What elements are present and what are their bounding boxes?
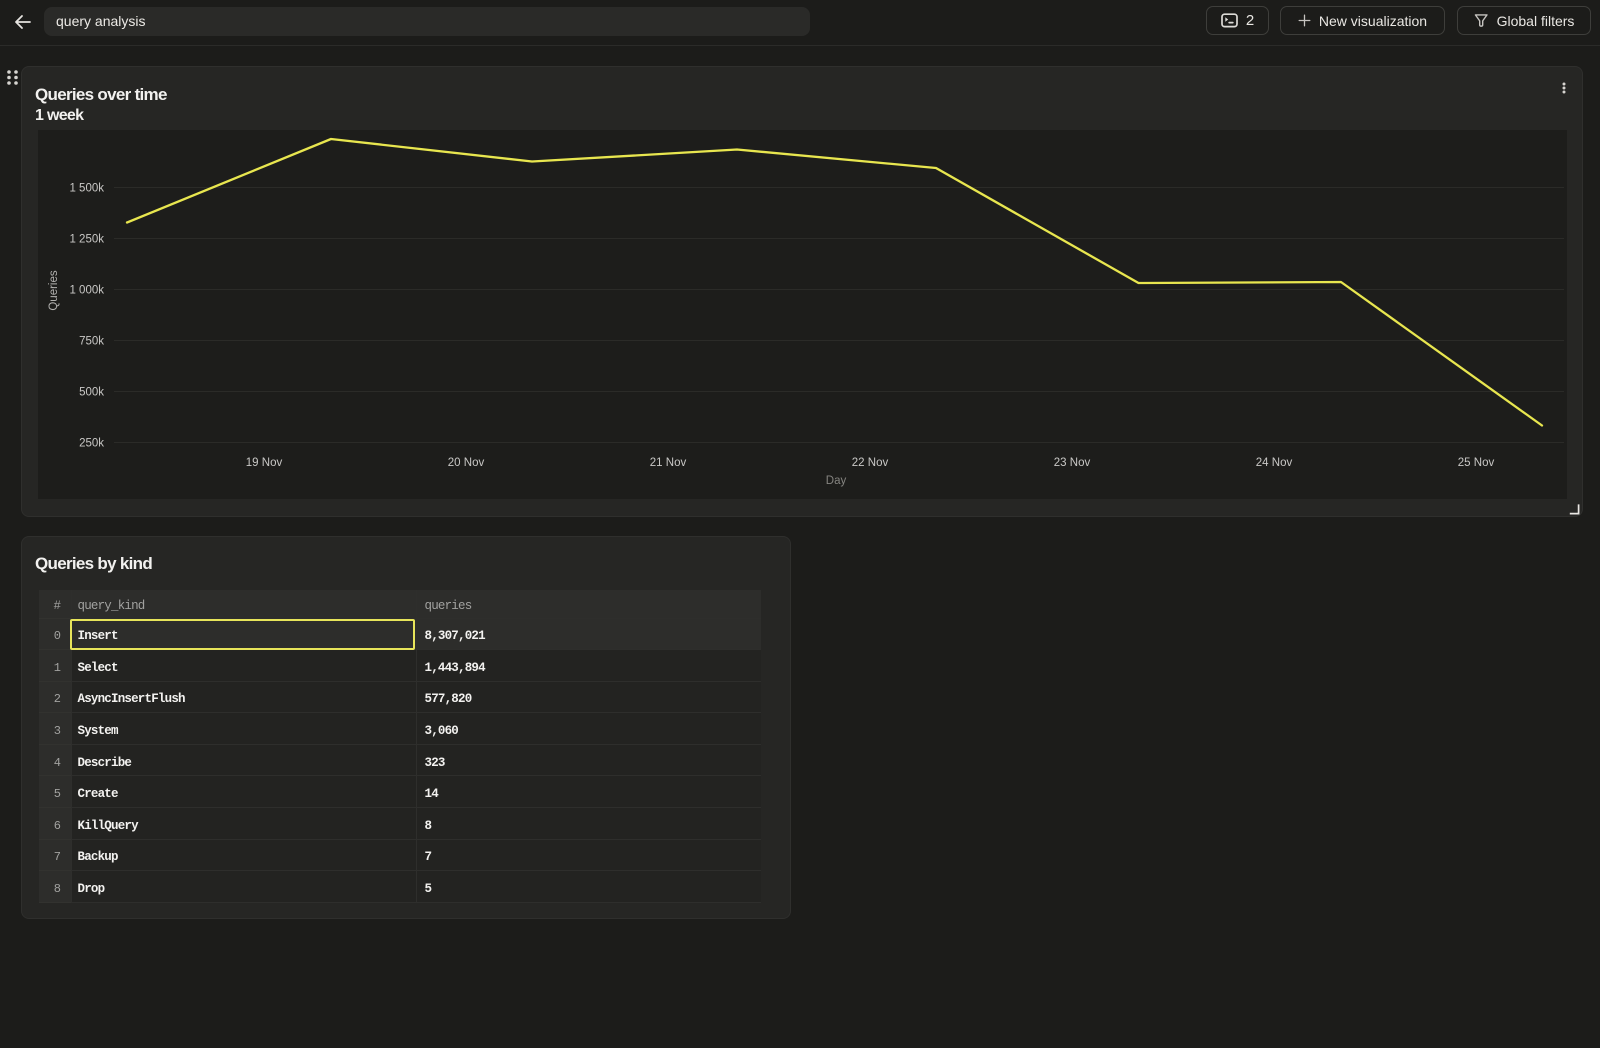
svg-text:Queries: Queries — [48, 270, 60, 311]
svg-text:1 250k: 1 250k — [69, 233, 104, 245]
svg-text:25 Nov: 25 Nov — [1457, 457, 1494, 469]
svg-text:22 Nov: 22 Nov — [851, 457, 888, 469]
svg-text:1 000k: 1 000k — [69, 284, 104, 296]
svg-text:Day: Day — [825, 475, 846, 487]
svg-text:24 Nov: 24 Nov — [1255, 457, 1292, 469]
svg-text:23 Nov: 23 Nov — [1053, 457, 1090, 469]
svg-text:1 500k: 1 500k — [69, 182, 104, 194]
svg-text:21 Nov: 21 Nov — [649, 457, 686, 469]
svg-text:500k: 500k — [79, 386, 104, 398]
svg-text:250k: 250k — [79, 437, 104, 449]
svg-text:20 Nov: 20 Nov — [447, 457, 484, 469]
svg-text:19 Nov: 19 Nov — [245, 457, 282, 469]
svg-text:750k: 750k — [79, 335, 104, 347]
